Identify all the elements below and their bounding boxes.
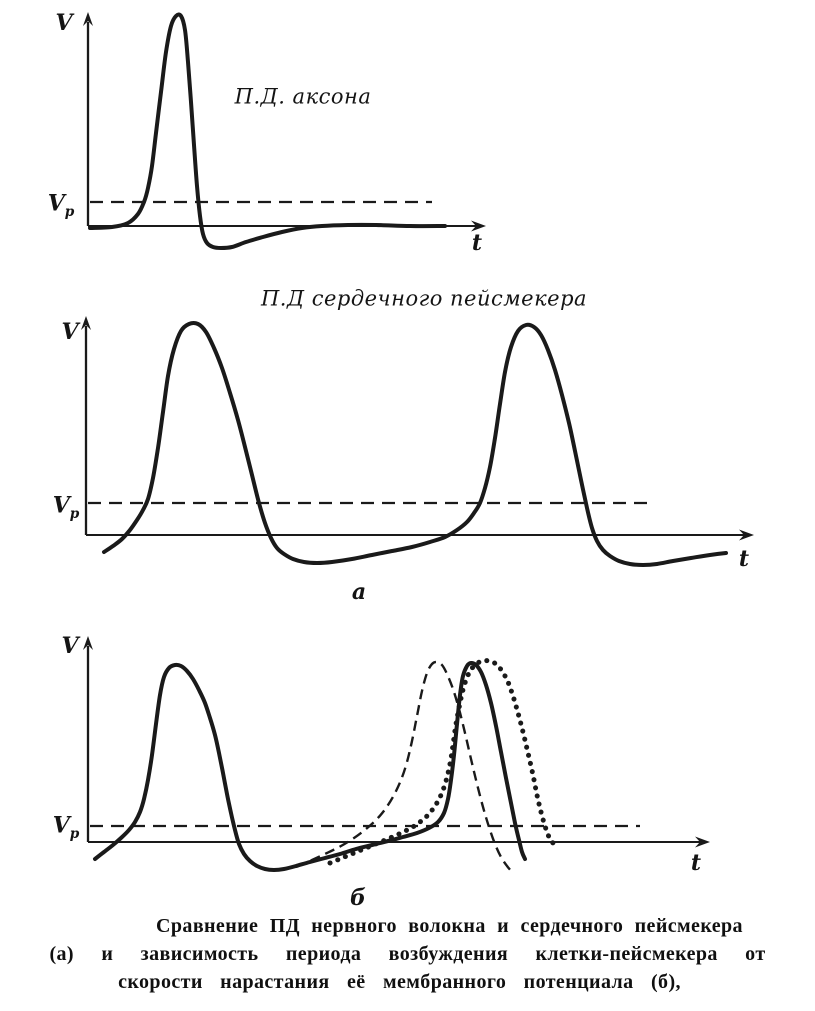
plot2-title: П.Д сердечного пейсмекера xyxy=(260,286,588,311)
plot2-t-axis-label: t xyxy=(738,546,750,572)
plot1-v-axis-label: V xyxy=(55,10,73,36)
plot1-y-axis-arrow xyxy=(83,12,93,26)
plot1-threshold-label-sub: p xyxy=(64,203,75,220)
plot1-curve-solid xyxy=(88,12,447,250)
plot1-threshold-label: Vp xyxy=(48,192,75,219)
plot3-t-axis-label: t xyxy=(690,850,702,876)
plot1-x-axis-arrow xyxy=(471,220,486,232)
plot1-threshold-label-main: V xyxy=(47,190,65,217)
plot2-threshold-label: Vp xyxy=(53,494,80,521)
plot3-v-axis-label: V xyxy=(61,633,79,659)
plot3-part-label: б xyxy=(350,885,366,911)
plot3-y-axis-arrow xyxy=(83,636,93,650)
plot2-v-axis-label: V xyxy=(61,319,79,345)
caption-line-2: (а) и зависимость периода возбуждения кл… xyxy=(49,943,766,965)
plot3-curve-dashed xyxy=(295,660,514,874)
plot3-threshold-label-main: V xyxy=(52,812,70,839)
caption-line-1: Сравнение ПД нервного волокна и сердечно… xyxy=(156,915,743,937)
plot2-y-axis-arrow xyxy=(81,316,91,330)
plot2-x-axis-arrow xyxy=(739,529,754,541)
plot1-t-axis-label: t xyxy=(471,230,483,256)
plot3-x-axis-arrow xyxy=(695,836,710,848)
plot2-threshold-label-main: V xyxy=(52,492,70,519)
plot2-threshold-label-sub: p xyxy=(69,505,80,522)
plot2-curve-solid xyxy=(102,321,728,567)
plot3-curve-solid xyxy=(93,660,527,872)
plot1-title: П.Д. аксона xyxy=(234,84,372,109)
plot3-threshold-label: Vp xyxy=(53,814,80,841)
figure-caption: Сравнение ПД нервного волокна и сердечно… xyxy=(0,912,815,996)
caption-line-3: скорости нарастания её мембранного потен… xyxy=(118,971,681,993)
plot3-curve-dotted xyxy=(327,658,561,866)
plot2-part-label: а xyxy=(351,579,367,605)
plot3-threshold-label-sub: p xyxy=(69,825,80,842)
